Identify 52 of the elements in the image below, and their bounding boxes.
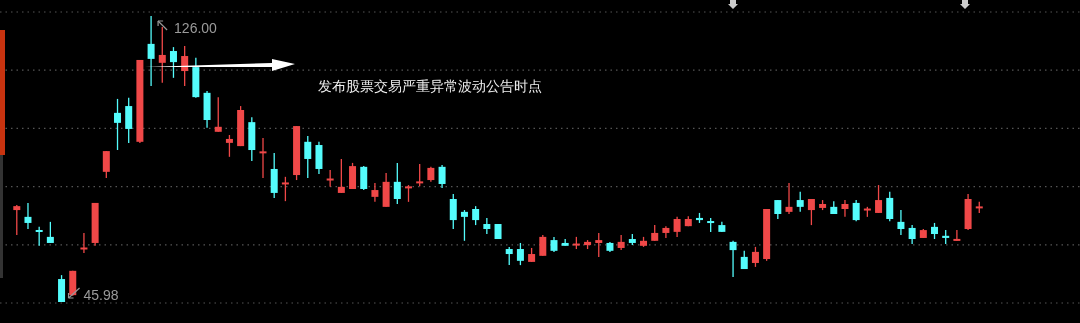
candlestick (270, 152, 278, 199)
candlestick (729, 240, 737, 278)
candlestick (281, 176, 289, 202)
candlestick (337, 158, 345, 194)
candlestick (114, 98, 122, 151)
candlestick (360, 165, 368, 191)
candlestick (225, 134, 233, 158)
candlestick (751, 246, 759, 268)
annotation: 126.00 (174, 20, 218, 36)
candlestick (617, 234, 625, 251)
candlestick (796, 191, 804, 213)
candlestick (80, 232, 88, 254)
candlestick (214, 96, 222, 133)
candlestick (897, 209, 905, 236)
candlestick (169, 46, 177, 79)
candlestick (393, 162, 401, 205)
candlestick (46, 221, 54, 244)
candlestick (58, 274, 66, 303)
candlestick (304, 135, 312, 179)
candlestick (662, 225, 670, 239)
candlestick (673, 216, 681, 238)
candlestick (852, 199, 860, 222)
candlestick (24, 202, 32, 230)
candlestick (438, 164, 446, 189)
candlestick (539, 234, 547, 257)
candlestick (35, 226, 43, 247)
candlestick (259, 137, 267, 179)
candlestick (125, 97, 133, 144)
candlestick (13, 204, 21, 236)
candlestick (460, 209, 468, 242)
candlestick (516, 242, 524, 266)
candlestick (774, 199, 782, 220)
candlestick (472, 205, 480, 226)
candlestick (807, 198, 815, 226)
candlestick (953, 229, 961, 242)
candlestick (371, 182, 379, 203)
annotation: 45.98 (83, 287, 119, 303)
candlestick (908, 224, 916, 245)
candlestick (449, 193, 457, 230)
candlestick (181, 45, 189, 87)
candlestick (505, 246, 513, 266)
candlestick (841, 199, 849, 218)
candlestick (102, 150, 110, 179)
candlestick (147, 15, 155, 87)
candlestick (349, 162, 357, 190)
candlestick (875, 184, 883, 214)
candlestick (315, 141, 323, 175)
candlestick (886, 191, 894, 222)
candlestick (785, 182, 793, 215)
annotation: 发布股票交易严重异常波动公告时点 (318, 78, 542, 94)
candlestick (595, 232, 603, 258)
candlestick (416, 163, 424, 187)
